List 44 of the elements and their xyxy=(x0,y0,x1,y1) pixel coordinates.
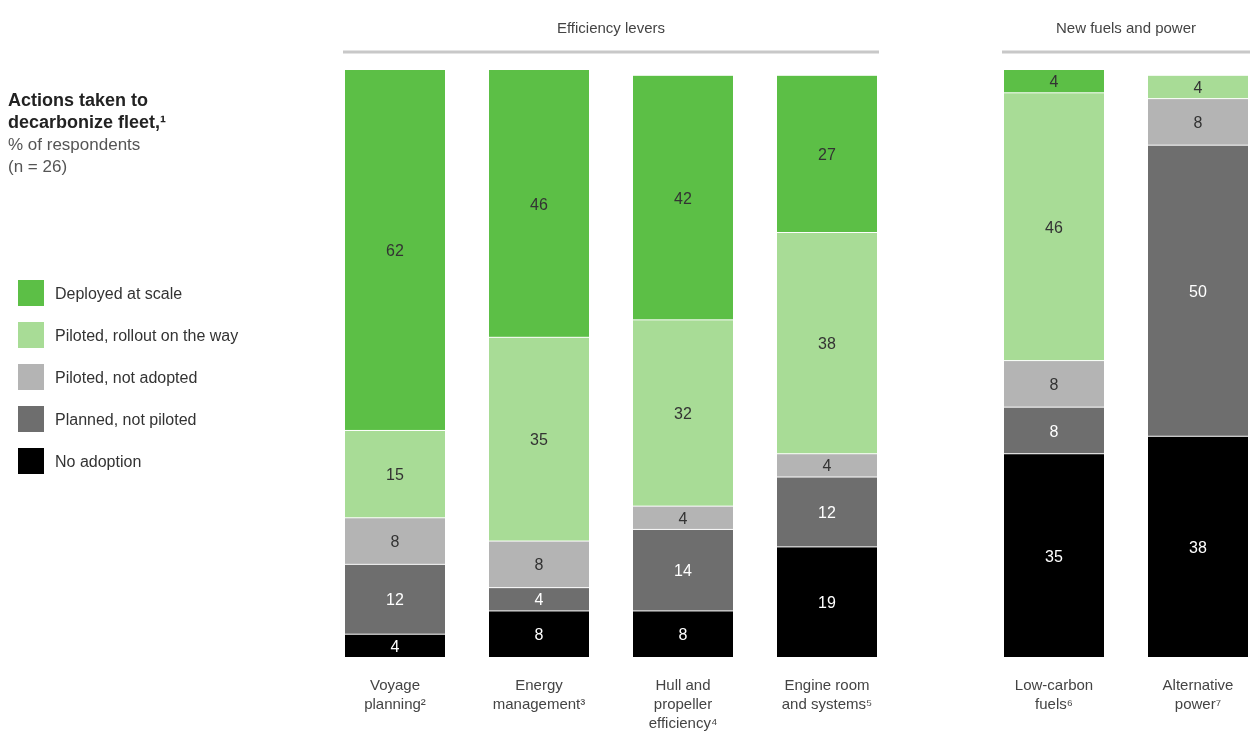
data-label: 35 xyxy=(1045,547,1063,565)
x-tick-label: Voyage planning² xyxy=(364,676,426,712)
data-label: 4 xyxy=(1049,73,1059,91)
data-label: 8 xyxy=(678,626,688,644)
text: Actions taken to decarbonize fleet,¹ xyxy=(8,90,167,132)
data-label: 8 xyxy=(534,556,544,574)
data-label: 8 xyxy=(534,626,544,644)
x-tick-label: Hull and propeller efficiency⁴ xyxy=(648,676,718,731)
data-label: 15 xyxy=(386,466,404,484)
data-label: 4 xyxy=(390,637,400,655)
text: Efficiency levers xyxy=(556,19,666,36)
text: New fuels and power xyxy=(1055,19,1197,36)
x-tick-label: Energy management³ xyxy=(492,676,586,712)
data-label: 38 xyxy=(818,335,836,353)
data-label: 8 xyxy=(1193,114,1203,131)
legend-label: Planned, not piloted xyxy=(55,410,197,428)
data-label: 46 xyxy=(530,195,548,213)
text: % of respondents (n = 26) xyxy=(8,135,141,176)
legend-label: Piloted, rollout on the way xyxy=(55,326,239,344)
x-tick-label: Alternative power⁷ xyxy=(1162,676,1234,712)
data-label: 8 xyxy=(390,533,400,551)
data-label: 14 xyxy=(674,562,692,580)
data-label: 19 xyxy=(818,594,836,612)
data-label: 4 xyxy=(1193,79,1203,97)
data-label: 46 xyxy=(1045,218,1063,236)
legend-label: Deployed at scale xyxy=(55,284,183,302)
x-tick-label: Low-carbon fuels⁶ xyxy=(1014,676,1094,712)
x-tick-label: Engine room and systems⁵ xyxy=(781,676,873,712)
data-label: 50 xyxy=(1189,282,1207,300)
data-label: 4 xyxy=(822,457,832,475)
data-label: 27 xyxy=(818,146,836,164)
legend-label: No adoption xyxy=(55,452,142,470)
data-label: 42 xyxy=(674,189,692,207)
data-label: 35 xyxy=(530,431,548,449)
data-label: 8 xyxy=(1049,375,1059,393)
data-label: 38 xyxy=(1189,538,1207,556)
legend-label: Piloted, not adopted xyxy=(55,368,198,386)
data-label: 4 xyxy=(678,509,688,527)
data-label: 62 xyxy=(386,242,404,260)
data-label: 4 xyxy=(534,591,544,609)
data-label: 12 xyxy=(386,591,404,609)
data-label: 32 xyxy=(674,405,692,423)
data-label: 8 xyxy=(1049,422,1059,440)
data-label: 12 xyxy=(818,504,836,522)
